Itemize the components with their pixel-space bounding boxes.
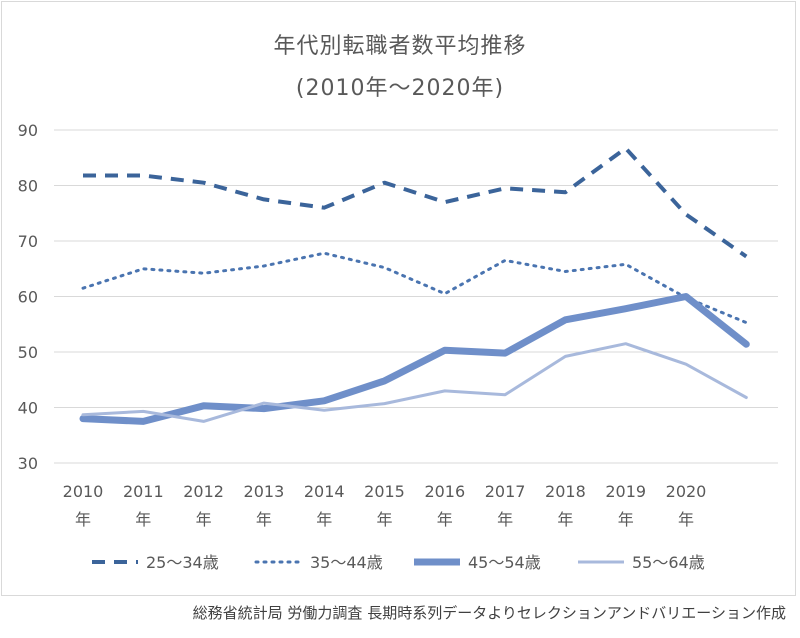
x-tick-label: 2010 年	[63, 482, 104, 529]
x-tick-label: 2012 年	[183, 482, 224, 529]
source-note: 総務省統計局 労働力調査 長期時系列データよりセレクションアンドバリエーション作…	[192, 604, 786, 622]
y-tick-label: 40	[18, 399, 38, 418]
y-tick-label: 90	[18, 121, 38, 140]
x-tick-label: 2020 年	[666, 482, 707, 529]
y-tick-label: 80	[18, 177, 38, 196]
x-tick-label: 2015 年	[364, 482, 405, 529]
y-tick-label: 50	[18, 343, 38, 362]
series-line	[79, 293, 750, 425]
chart-subtitle: (2010年～2020年)	[295, 76, 505, 101]
x-tick-label: 2019 年	[605, 482, 646, 529]
x-tick-label: 2017 年	[485, 482, 526, 529]
legend-label: 45～54歳	[468, 553, 541, 572]
legend-label: 35～44歳	[310, 553, 383, 572]
series-line	[81, 251, 748, 325]
line-chart: 30 40 50 60 70 80 90 2010 年 2011 年 2012 年 2013 年 2014 年 2…	[18, 121, 778, 572]
y-tick-label: 30	[18, 454, 38, 473]
x-tick-label: 2011 年	[123, 482, 164, 529]
y-tick-label: 70	[18, 232, 38, 251]
legend-label: 55～64歳	[632, 553, 705, 572]
x-tick-label: 2018 年	[545, 482, 586, 529]
x-tick-label: 2016 年	[424, 482, 465, 529]
y-tick-label: 60	[18, 288, 38, 307]
series-line	[83, 146, 748, 259]
chart-title: 年代別転職者数平均推移	[273, 34, 527, 59]
x-tick-label: 2014 年	[304, 482, 345, 529]
legend-label: 25～34歳	[146, 553, 219, 572]
series-line	[81, 342, 748, 423]
x-tick-label: 2013 年	[244, 482, 285, 529]
